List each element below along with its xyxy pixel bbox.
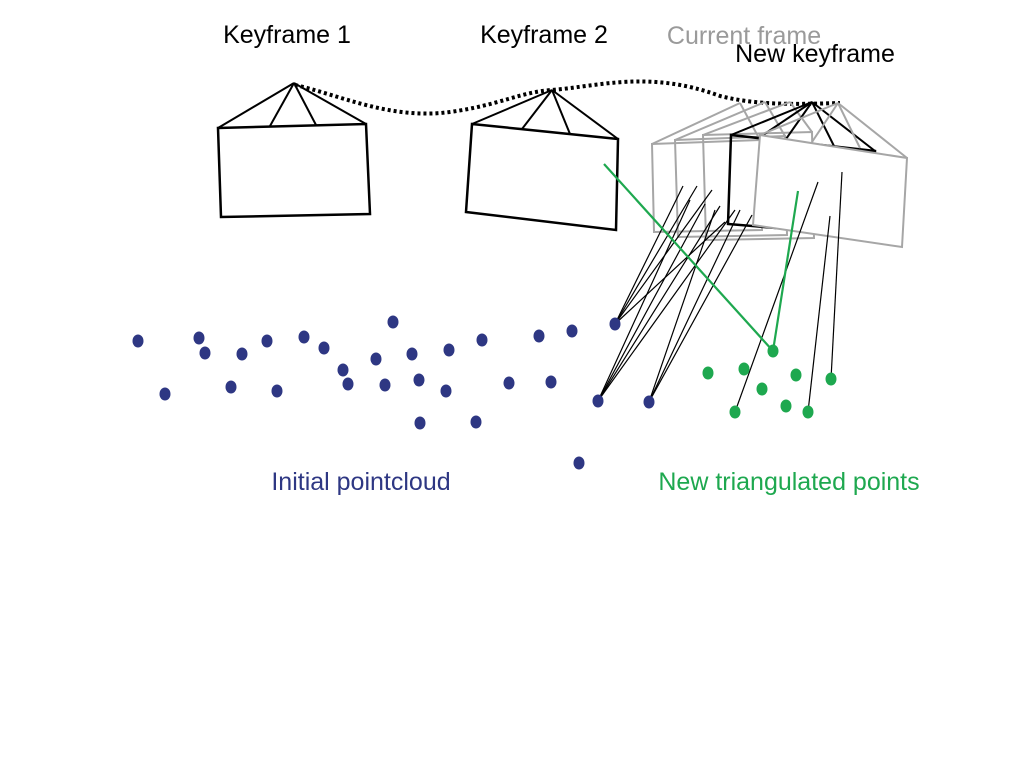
new-point-rays — [734, 171, 843, 413]
initial-point — [443, 343, 455, 357]
initial-point — [592, 394, 604, 408]
initial-point — [545, 375, 557, 389]
current-frame-front-camera — [751, 102, 909, 249]
initial-point — [503, 376, 515, 390]
initial-point — [406, 347, 418, 361]
initial-point — [573, 456, 585, 470]
initial-point — [413, 373, 425, 387]
initial-point — [533, 329, 545, 343]
initial-point — [236, 347, 248, 361]
new-triangulated-point — [780, 399, 792, 413]
keyframe-1-camera — [216, 82, 372, 219]
initial-point — [414, 416, 426, 430]
keyframe-1-image-plane — [216, 122, 372, 219]
new-triangulated-point — [702, 366, 714, 380]
initial-point — [261, 334, 273, 348]
keyframe-2-camera — [464, 89, 620, 232]
camera-trajectory — [294, 79, 841, 116]
new-triangulated-points-label: New triangulated points — [658, 468, 919, 496]
new-triangulated-point — [825, 372, 837, 386]
initial-point — [566, 324, 578, 338]
initial-point — [271, 384, 283, 398]
initial-point — [159, 387, 171, 401]
initial-point — [609, 317, 621, 331]
new-triangulated-point — [802, 405, 814, 419]
new-triangulated-point — [767, 344, 779, 358]
triangulation-rays — [603, 163, 800, 352]
initial-point — [342, 377, 354, 391]
current-frame-label: Current frame — [667, 22, 821, 50]
new-triangulated-point — [790, 368, 802, 382]
new-keyframe-label: New keyframe — [735, 40, 895, 68]
keyframe-1-label: Keyframe 1 — [223, 21, 351, 49]
initial-point — [476, 333, 488, 347]
keyframe-2-image-plane — [464, 122, 620, 232]
initial-point — [225, 380, 237, 394]
initial-point — [318, 341, 330, 355]
initial-point — [379, 378, 391, 392]
initial-pointcloud-label: Initial pointcloud — [271, 468, 450, 496]
observation-rays — [597, 185, 753, 403]
new-triangulated-point — [729, 405, 741, 419]
initial-pointcloud — [132, 315, 655, 470]
current-frame-camera-a — [650, 102, 764, 234]
initial-point — [298, 330, 310, 344]
initial-point — [337, 363, 349, 377]
initial-point — [643, 395, 655, 409]
keyframe-2-label: Keyframe 2 — [480, 21, 608, 49]
initial-point — [199, 346, 211, 360]
initial-point — [132, 334, 144, 348]
initial-point — [387, 315, 399, 329]
new-triangulated-point — [756, 382, 768, 396]
initial-point — [440, 384, 452, 398]
new-triangulated-points — [702, 344, 837, 419]
initial-point — [470, 415, 482, 429]
initial-point — [193, 331, 205, 345]
initial-point — [370, 352, 382, 366]
new-triangulated-point — [738, 362, 750, 376]
